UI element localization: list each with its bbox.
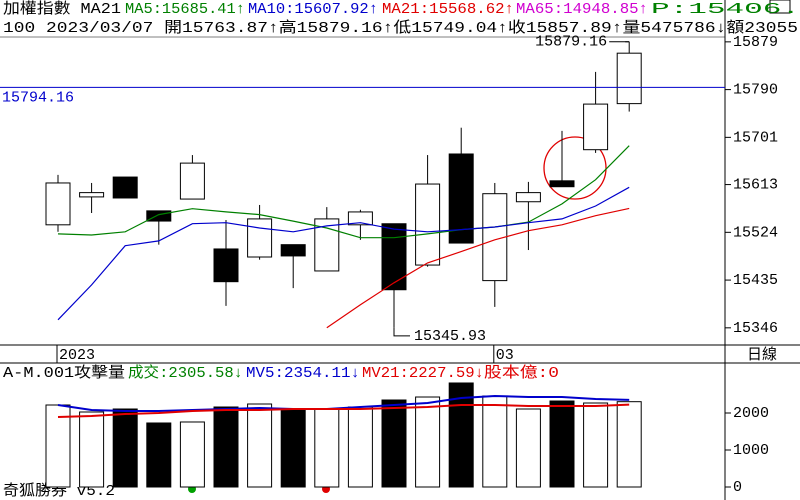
candle-body [45,182,71,226]
y-tick-label: 1000 [733,442,769,459]
x-tick-label: 2023 [59,347,95,364]
highlight-circle [543,136,607,200]
volume-bar [213,406,239,488]
candle-body [112,176,138,199]
low-label: 15345.93 [414,328,486,345]
y-tick-label: 15435 [733,272,778,289]
volume-bar [482,395,508,488]
legend-item: MV5:2354.11↓ [246,365,360,382]
window-box [769,0,791,14]
legend-item: 成交:2305.58↓ [128,363,243,382]
volume-bar [247,403,273,488]
chart-title: 加權指數 MA21 [3,0,121,18]
volume-bar [448,382,474,488]
volume-title: A-M.001攻擊量 [3,363,125,382]
volume-bar [146,422,172,488]
ma-line [326,207,630,329]
legend-item: 股本億:0 [484,364,559,382]
y-tick-label: 2000 [733,405,769,422]
candle-body [280,244,306,257]
volume-bar [415,396,441,488]
y-tick-label: 15346 [733,320,778,337]
candle-body [549,180,575,188]
mv-line [57,403,630,418]
candle-body [146,210,172,222]
chart-subtitle: 100 2023/03/07 開15763.87↑高15879.16↑低1574… [3,19,798,37]
legend-item: MA10:15607.92↑ [248,1,378,18]
label-leader [393,327,410,337]
legend-item: MA21:15568.62↑ [382,1,514,18]
volume-bar [616,401,642,488]
candle-body [616,52,642,105]
candle-body [583,103,609,151]
candle-body [347,211,373,226]
legend-item: MV21:2227.59↓ [362,365,484,382]
y-tick-label: 15790 [733,82,778,99]
volume-bar [280,409,306,488]
y-tick-label: 15701 [733,129,778,146]
y-tick-label: 15879 [733,34,778,51]
volume-bar [112,408,138,488]
legend-item: P:15406. [651,1,800,18]
candle-body [448,153,474,244]
plot-area [45,41,642,329]
volume-bar [45,404,71,488]
volume-bar [314,408,340,488]
ma-line [57,186,630,321]
ma-line [57,145,630,239]
volume-bar [549,400,575,488]
price-line-label: 15794.16 [2,89,74,106]
volume-bar [347,406,373,488]
candle-body [381,223,407,291]
volume-bar [583,402,609,488]
high-label: 15879.16 [535,34,607,51]
candle-body [515,192,541,203]
y-tick-label: 15613 [733,177,778,194]
y-tick-label: 0 [733,479,742,496]
volume-bar [79,411,105,488]
period-label: 日線 [747,346,777,364]
x-tick-label: 03 [496,347,514,364]
candle-body [247,218,273,258]
candle-body [415,183,441,266]
plot-area [45,382,642,488]
candle-body [79,192,105,198]
y-tick-label: 15524 [733,224,778,241]
legend-item: MA65:14948.85↑ [516,1,648,18]
legend-item: MA5:15685.41↑ [125,1,245,18]
candle-body [213,248,239,283]
candle-body [179,162,205,200]
volume-bar [381,399,407,488]
volume-bar [179,421,205,488]
volume-bar [515,408,541,488]
